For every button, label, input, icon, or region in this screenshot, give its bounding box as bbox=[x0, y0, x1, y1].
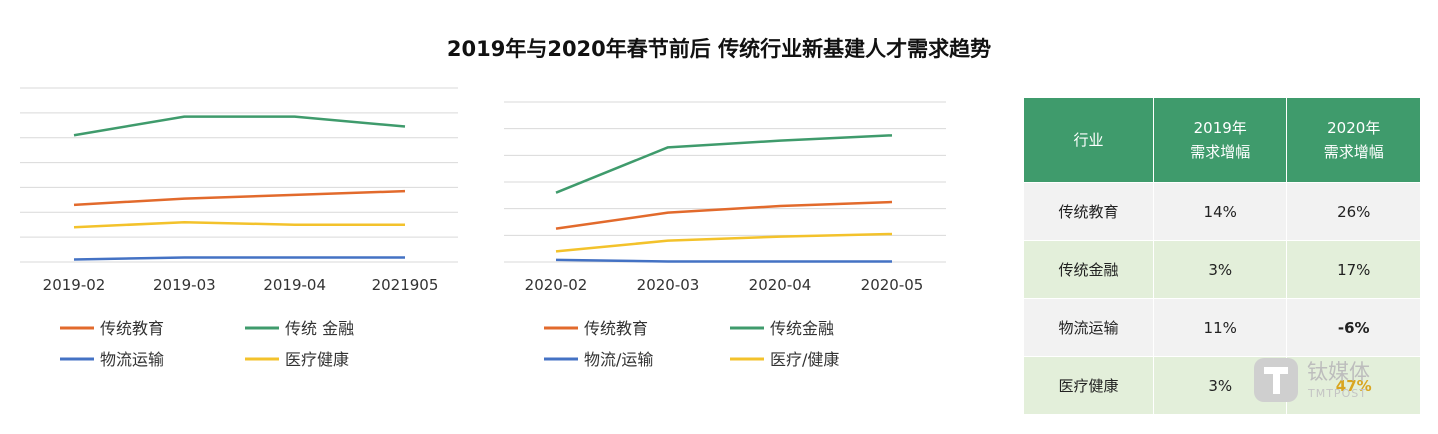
x-tick-label: 2019-03 bbox=[153, 276, 216, 294]
series-line bbox=[555, 232, 893, 253]
table-cell-2019: 14% bbox=[1153, 182, 1288, 241]
table-header-2019: 2019年 需求增幅 bbox=[1153, 98, 1288, 183]
table-row: 传统教育 14% 26% bbox=[1024, 182, 1420, 241]
table-row: 传统金融 3% 17% bbox=[1024, 240, 1420, 299]
legend-label: 传统 金融 bbox=[285, 319, 354, 338]
x-tick-label: 2020-05 bbox=[861, 276, 924, 294]
line-chart-2020: 2020-02 2020-03 2020-04 2020-05 传统教育 传统金融物流/运… bbox=[504, 101, 946, 369]
legend-label: 传统教育 bbox=[100, 319, 164, 338]
table-header-2020: 2020年 需求增幅 bbox=[1286, 98, 1420, 183]
table-row: 物流运输 11% -6% bbox=[1024, 298, 1420, 357]
chart-title: 2019年与2020年春节前后 传统行业新基建人才需求趋势 bbox=[446, 37, 992, 61]
table-cell-industry: 物流运输 bbox=[1024, 298, 1154, 357]
series-line bbox=[73, 220, 405, 229]
table-cell-2020: 17% bbox=[1286, 240, 1420, 299]
x-tick-label: 2019-04 bbox=[263, 276, 326, 294]
table-header-2019-text: 2019年 需求增幅 bbox=[1190, 119, 1251, 161]
legend-label: 医疗/健康 bbox=[770, 350, 839, 369]
legend-label: 医疗健康 bbox=[285, 350, 349, 369]
legend-label: 传统金融 bbox=[770, 319, 834, 338]
series-line bbox=[73, 115, 406, 137]
series-line bbox=[555, 134, 893, 194]
table-cell-2020: 26% bbox=[1286, 182, 1420, 241]
table-header-industry: 行业 bbox=[1024, 98, 1154, 183]
legend-label: 物流/运输 bbox=[584, 350, 653, 369]
watermark-name: 钛媒体 bbox=[1307, 360, 1370, 384]
table-cell-industry: 传统教育 bbox=[1024, 182, 1154, 241]
table-cell-2020: 47% bbox=[1286, 356, 1420, 414]
line-chart-2019: 2019-02 2019-03 2019-04 2021905 传统教育 传统 金融物流运… bbox=[20, 87, 458, 369]
watermark-sub: TMTPOST bbox=[1308, 387, 1367, 400]
x-tick-label: 2021905 bbox=[372, 276, 439, 294]
x-tick-label: 2020-02 bbox=[525, 276, 588, 294]
x-tick-label: 2019-02 bbox=[43, 276, 106, 294]
table-cell-2020: -6% bbox=[1286, 298, 1420, 357]
series-line bbox=[555, 258, 892, 263]
legend-label: 传统教育 bbox=[584, 319, 648, 338]
table-cell-industry: 医疗健康 bbox=[1024, 356, 1154, 414]
table-header-2020-text: 2020年 需求增幅 bbox=[1323, 119, 1384, 161]
tmtpost-logo-icon bbox=[1254, 358, 1298, 402]
legend-label: 物流运输 bbox=[100, 350, 164, 369]
table-cell-industry: 传统金融 bbox=[1024, 240, 1154, 299]
series-line bbox=[73, 256, 405, 261]
table-cell-2019: 11% bbox=[1153, 298, 1288, 357]
x-tick-label: 2020-04 bbox=[749, 276, 812, 294]
x-tick-label: 2020-03 bbox=[637, 276, 700, 294]
growth-table: 行业 2019年 需求增幅 2020年 需求增幅 传统教育 14% 26% 传统金融… bbox=[1024, 98, 1420, 414]
series-line bbox=[555, 200, 893, 230]
table-cell-2019: 3% bbox=[1153, 240, 1288, 299]
series-line bbox=[73, 189, 406, 207]
